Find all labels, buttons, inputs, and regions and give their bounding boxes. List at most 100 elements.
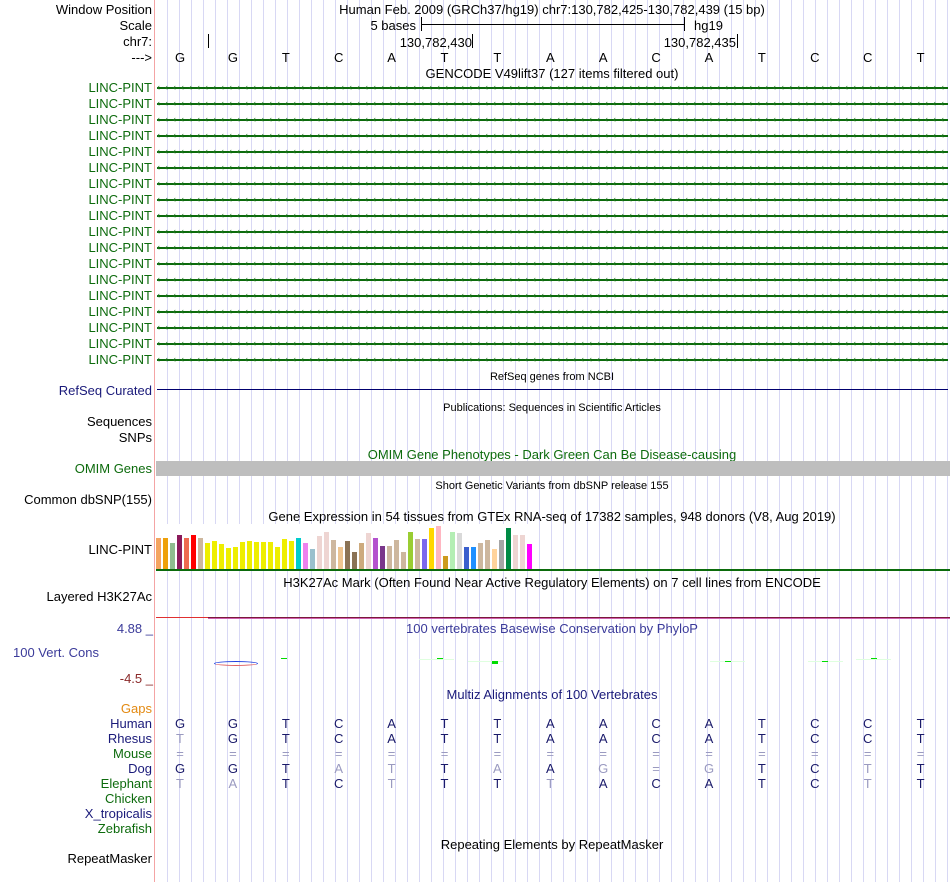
species-label[interactable]: Mouse	[112, 746, 152, 761]
repeatmasker-label[interactable]: RepeatMasker	[67, 851, 152, 866]
species-label[interactable]: Elephant	[100, 776, 152, 791]
gtex-tissue-bar[interactable]	[338, 547, 343, 569]
gtex-tissue-bar[interactable]	[198, 538, 203, 569]
gencode-gene-line[interactable]	[157, 279, 948, 281]
gtex-tissue-bar[interactable]	[513, 535, 518, 569]
gencode-gene-label[interactable]: LINC-PINT	[88, 272, 152, 287]
gtex-tissue-bar[interactable]	[254, 542, 259, 569]
gtex-tissue-bar[interactable]	[261, 542, 266, 569]
h3k27ac-label[interactable]: Layered H3K27Ac	[46, 589, 152, 604]
gencode-gene-label[interactable]: LINC-PINT	[88, 128, 152, 143]
gencode-gene-label[interactable]: LINC-PINT	[88, 160, 152, 175]
publications-label-snps[interactable]: SNPs	[118, 430, 152, 445]
gencode-gene-line[interactable]	[157, 263, 948, 265]
gtex-tissue-bar[interactable]	[352, 552, 357, 569]
gtex-tissue-bar[interactable]	[170, 543, 175, 569]
gencode-gene-label[interactable]: LINC-PINT	[88, 192, 152, 207]
gtex-tissue-bar[interactable]	[520, 535, 525, 569]
gtex-tissue-bar[interactable]	[408, 532, 413, 569]
species-label[interactable]: Chicken	[105, 791, 152, 806]
gtex-tissue-bar[interactable]	[184, 538, 189, 569]
gencode-gene-label[interactable]: LINC-PINT	[88, 224, 152, 239]
gtex-tissue-bar[interactable]	[212, 541, 217, 569]
gaps-label[interactable]: Gaps	[120, 701, 152, 716]
gtex-tissue-bar[interactable]	[303, 543, 308, 569]
omim-label[interactable]: OMIM Genes	[74, 461, 152, 476]
gtex-tissue-bar[interactable]	[527, 544, 532, 569]
gencode-gene-line[interactable]	[157, 119, 948, 121]
gtex-tissue-bar[interactable]	[373, 538, 378, 569]
gtex-tissue-bar[interactable]	[219, 544, 224, 569]
species-label[interactable]: Dog	[128, 761, 152, 776]
gtex-tissue-bar[interactable]	[359, 543, 364, 569]
gencode-gene-line[interactable]	[157, 151, 948, 153]
dbsnp-label[interactable]: Common dbSNP(155)	[24, 492, 152, 507]
gtex-tissue-bar[interactable]	[401, 552, 406, 569]
gencode-gene-line[interactable]	[157, 167, 948, 169]
gtex-tissue-bar[interactable]	[324, 532, 329, 569]
refseq-label[interactable]: RefSeq Curated	[58, 383, 152, 398]
gtex-tissue-bar[interactable]	[345, 541, 350, 569]
gtex-tissue-bar[interactable]	[506, 528, 511, 569]
gtex-tissue-bar[interactable]	[331, 540, 336, 569]
species-label[interactable]: Rhesus	[107, 731, 152, 746]
gencode-gene-label[interactable]: LINC-PINT	[88, 352, 152, 367]
gencode-gene-line[interactable]	[157, 135, 948, 137]
gtex-tissue-bar[interactable]	[317, 536, 322, 569]
gtex-tissue-bar[interactable]	[429, 528, 434, 569]
gencode-gene-label[interactable]: LINC-PINT	[88, 288, 152, 303]
gtex-tissue-bar[interactable]	[268, 542, 273, 569]
gtex-tissue-bar[interactable]	[422, 539, 427, 569]
gtex-tissue-bar[interactable]	[464, 547, 469, 569]
gtex-tissue-bar[interactable]	[394, 540, 399, 569]
gencode-gene-line[interactable]	[157, 359, 948, 361]
gtex-tissue-bar[interactable]	[457, 533, 462, 569]
gtex-tissue-bar[interactable]	[163, 538, 168, 569]
gtex-tissue-bar[interactable]	[366, 533, 371, 569]
gtex-tissue-bar[interactable]	[226, 548, 231, 569]
species-label[interactable]: X_tropicalis	[84, 806, 152, 821]
gtex-tissue-bar[interactable]	[275, 547, 280, 569]
gtex-tissue-bar[interactable]	[387, 546, 392, 569]
gtex-tissue-bar[interactable]	[492, 549, 497, 569]
refseq-gene-line[interactable]	[157, 389, 948, 390]
gtex-tissue-bar[interactable]	[436, 526, 441, 569]
gtex-tissue-bar[interactable]	[233, 547, 238, 569]
gtex-tissue-bar[interactable]	[156, 538, 161, 569]
gtex-tissue-bar[interactable]	[471, 547, 476, 569]
gtex-tissue-bar[interactable]	[289, 541, 294, 569]
gtex-tissue-bar[interactable]	[499, 540, 504, 569]
gencode-gene-label[interactable]: LINC-PINT	[88, 112, 152, 127]
omim-bar[interactable]	[156, 461, 950, 476]
gencode-gene-label[interactable]: LINC-PINT	[88, 240, 152, 255]
gtex-tissue-bar[interactable]	[443, 556, 448, 569]
gtex-tissue-bar[interactable]	[380, 546, 385, 569]
gencode-gene-line[interactable]	[157, 103, 948, 105]
gencode-gene-line[interactable]	[157, 295, 948, 297]
gencode-gene-line[interactable]	[157, 247, 948, 249]
gtex-label[interactable]: LINC-PINT	[88, 542, 152, 557]
gencode-gene-label[interactable]: LINC-PINT	[88, 208, 152, 223]
gtex-tissue-bar[interactable]	[205, 543, 210, 569]
gencode-gene-label[interactable]: LINC-PINT	[88, 144, 152, 159]
gencode-gene-line[interactable]	[157, 199, 948, 201]
gencode-gene-label[interactable]: LINC-PINT	[88, 176, 152, 191]
gencode-gene-line[interactable]	[157, 327, 948, 329]
gencode-gene-line[interactable]	[157, 231, 948, 233]
gtex-tissue-bar[interactable]	[296, 538, 301, 569]
species-label[interactable]: Human	[110, 716, 152, 731]
gencode-gene-label[interactable]: LINC-PINT	[88, 80, 152, 95]
gtex-tissue-bar[interactable]	[240, 542, 245, 569]
gtex-tissue-bar[interactable]	[191, 535, 196, 569]
gencode-gene-label[interactable]: LINC-PINT	[88, 320, 152, 335]
gencode-gene-line[interactable]	[157, 183, 948, 185]
gtex-tissue-bar[interactable]	[282, 539, 287, 569]
gtex-tissue-bar[interactable]	[485, 540, 490, 569]
gencode-gene-line[interactable]	[157, 343, 948, 345]
species-label[interactable]: Zebrafish	[97, 821, 152, 836]
publications-label-sequences[interactable]: Sequences	[86, 414, 152, 429]
gtex-tissue-bar[interactable]	[450, 532, 455, 569]
gencode-gene-line[interactable]	[157, 87, 948, 89]
gencode-gene-label[interactable]: LINC-PINT	[88, 96, 152, 111]
gtex-tissue-bar[interactable]	[478, 543, 483, 569]
